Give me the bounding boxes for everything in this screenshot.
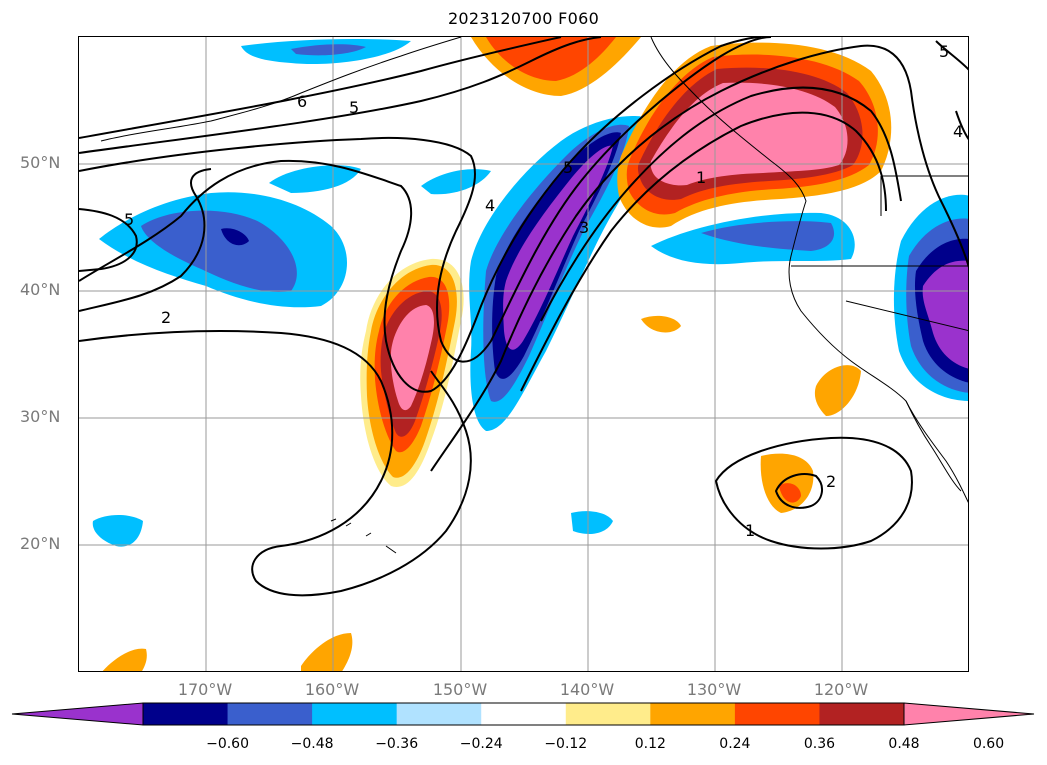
lat-label: 20°N bbox=[20, 534, 61, 553]
colorbar-cell bbox=[312, 703, 398, 725]
map-panel: 5 6 5 2 4 5 3 1 4 1 2 5 bbox=[78, 36, 969, 672]
lon-label: 150°W bbox=[432, 680, 488, 699]
colorbar-tick-label: −0.36 bbox=[375, 736, 419, 752]
contour-label: 2 bbox=[161, 308, 171, 327]
colorbar-tick-label: −0.60 bbox=[206, 736, 249, 752]
lon-label: 120°W bbox=[813, 680, 869, 699]
lon-label: 130°W bbox=[686, 680, 742, 699]
contour-labels: 5 6 5 2 4 5 3 1 4 1 2 5 bbox=[124, 42, 963, 540]
contour-label: 5 bbox=[939, 42, 949, 61]
colorbar-cell bbox=[227, 703, 313, 725]
colorbar-tick-label: −0.24 bbox=[459, 736, 503, 752]
contour-label: 1 bbox=[745, 521, 755, 540]
lon-label: 140°W bbox=[559, 680, 615, 699]
graticule bbox=[79, 37, 968, 671]
contour-label: 6 bbox=[297, 92, 307, 111]
colorbar-tick-label: −0.48 bbox=[290, 736, 334, 752]
colorbar-cell bbox=[481, 703, 567, 725]
contour-label: 4 bbox=[953, 122, 963, 141]
colorbar-tick-label: 0.24 bbox=[719, 736, 751, 752]
colorbar-tick-label: −0.12 bbox=[544, 736, 588, 752]
map-canvas: 5 6 5 2 4 5 3 1 4 1 2 5 bbox=[79, 37, 968, 671]
contour-lines bbox=[79, 37, 968, 597]
colorbar bbox=[11, 702, 1035, 726]
colorbar-cell bbox=[396, 703, 482, 725]
colorbar-cell bbox=[565, 703, 651, 725]
colorbar-extend-low bbox=[11, 702, 144, 726]
contour-label: 1 bbox=[696, 168, 706, 187]
colorbar-tick-label: 0.48 bbox=[888, 736, 920, 752]
colorbar-cell bbox=[734, 703, 820, 725]
colorbar-cell bbox=[650, 703, 736, 725]
colorbar-tick-label: 0.60 bbox=[972, 736, 1005, 752]
contour-label: 5 bbox=[349, 98, 359, 117]
contour-label: 4 bbox=[485, 196, 495, 215]
shaded-field bbox=[92, 37, 968, 671]
colorbar-tick-label: 0.36 bbox=[803, 736, 836, 752]
lat-label: 30°N bbox=[20, 407, 61, 426]
lat-label: 50°N bbox=[20, 153, 61, 172]
lon-label: 170°W bbox=[177, 680, 233, 699]
contour-label: 5 bbox=[124, 210, 134, 229]
contour-label: 5 bbox=[563, 158, 573, 177]
contour-label: 3 bbox=[579, 218, 589, 237]
lon-label: 160°W bbox=[304, 680, 360, 699]
map-title: 2023120700 F060 bbox=[447, 9, 600, 28]
colorbar-extend-high bbox=[903, 702, 1035, 726]
lat-label: 40°N bbox=[20, 280, 61, 299]
colorbar-cell bbox=[819, 703, 905, 725]
colorbar-cell bbox=[143, 703, 229, 725]
contour-label: 2 bbox=[826, 472, 836, 491]
colorbar-tick-label: 0.12 bbox=[634, 736, 666, 752]
coastlines bbox=[100, 37, 968, 554]
